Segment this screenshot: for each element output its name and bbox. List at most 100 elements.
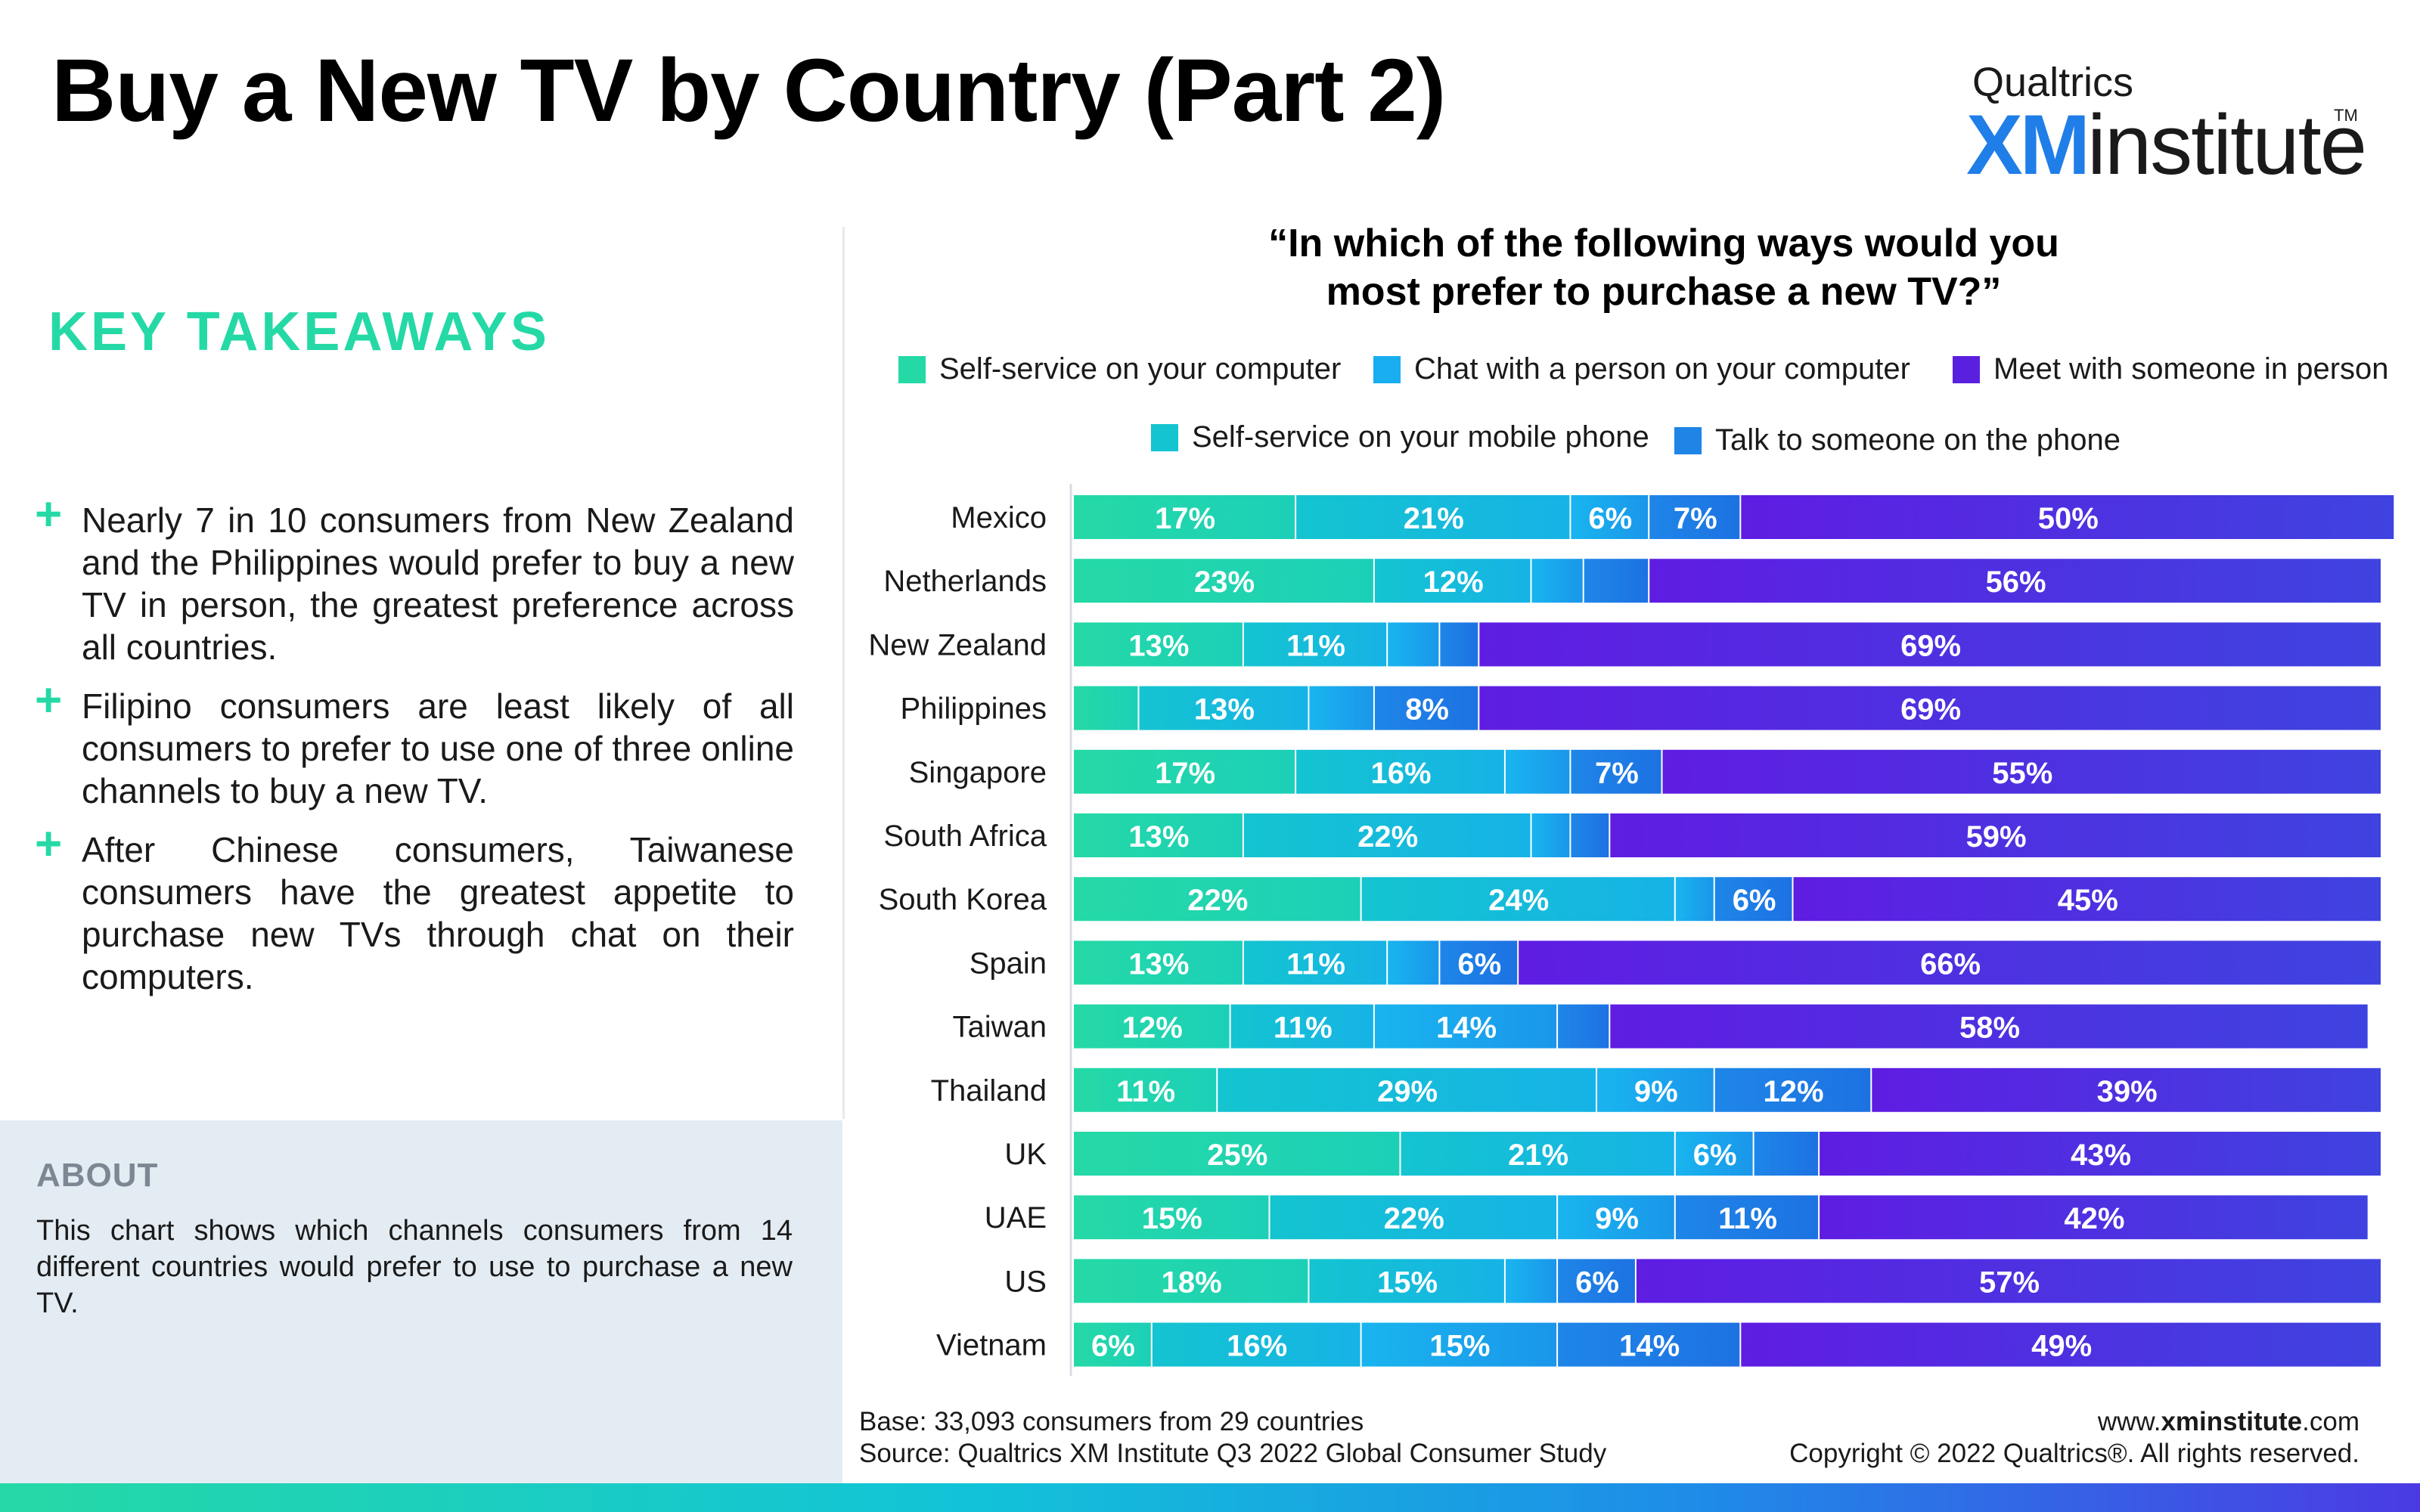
category-label: Taiwan — [952, 1011, 1047, 1044]
legend-swatch — [1953, 355, 1980, 383]
bar-segment — [1584, 559, 1649, 603]
data-label: 42% — [2064, 1202, 2124, 1235]
panel-divider — [842, 227, 845, 1119]
copyright-text: Copyright © 2022 Qualtrics®. All rights … — [1789, 1439, 2360, 1468]
legend-label: Chat with a person on your computer — [1414, 352, 1910, 386]
bar-segment — [1074, 559, 1373, 603]
website-link[interactable]: www.xminstitute.com — [1789, 1406, 2360, 1438]
legend-label: Self-service on your mobile phone — [1192, 420, 1649, 454]
bar-segment — [1388, 940, 1439, 985]
bar-segment — [1754, 1132, 1819, 1176]
legend-item-self-service-computer: Self-service on your computer — [898, 352, 1341, 386]
data-label: 15% — [1429, 1330, 1490, 1363]
bar-segment — [1820, 1195, 2368, 1240]
bar-segment — [1505, 749, 1570, 794]
data-label: 18% — [1162, 1266, 1222, 1299]
category-label: UK — [1004, 1138, 1047, 1171]
takeaway-text: Nearly 7 in 10 consumers from New Zealan… — [82, 500, 794, 667]
qualtrics-xm-institute-logo: Qualtrics XM institute TM — [1966, 59, 2367, 192]
data-label: 15% — [1377, 1266, 1438, 1299]
legend-swatch — [1674, 426, 1702, 454]
logo-xm-text: XM — [1966, 98, 2090, 192]
data-label: 6% — [1457, 947, 1501, 981]
bar-segment — [1074, 1322, 1151, 1367]
data-label: 29% — [1377, 1075, 1438, 1108]
bar-segment — [1139, 686, 1308, 730]
chart-title-line: most prefer to purchase a new TV?” — [1326, 270, 2002, 314]
category-label: US — [1004, 1265, 1047, 1298]
data-label: 39% — [2097, 1075, 2158, 1108]
takeaway-text: Filipino consumers are least likely of a… — [82, 686, 794, 810]
data-label: 16% — [1227, 1330, 1287, 1363]
data-label: 21% — [1404, 502, 1464, 535]
bar-segment — [1270, 1195, 1557, 1240]
data-label: 22% — [1384, 1202, 1444, 1235]
about-text: This chart shows which channels consumer… — [36, 1215, 793, 1319]
bar-segment — [1243, 940, 1387, 985]
legend-item-self-service-mobile: Self-service on your mobile phone — [1151, 420, 1649, 454]
legend-item-chat-computer: Chat with a person on your computer — [1373, 352, 1910, 386]
bar-segment — [1296, 495, 1570, 539]
bar-segment — [1636, 1259, 2381, 1303]
data-label: 6% — [1733, 884, 1776, 917]
data-label: 6% — [1588, 502, 1632, 535]
bar-segment — [1675, 877, 1714, 922]
bar-segment — [1074, 940, 1243, 985]
data-label: 13% — [1128, 820, 1189, 854]
bar-segment — [1074, 749, 1295, 794]
plus-icon: + — [35, 818, 63, 870]
takeaway-item: + Filipino consumers are least likely of… — [35, 677, 794, 812]
bar-segment — [1820, 1132, 2381, 1176]
key-takeaways-list: + Nearly 7 in 10 consumers from New Zeal… — [35, 491, 794, 1015]
bar-segment — [1558, 1004, 1609, 1049]
category-label: Philippines — [901, 692, 1047, 726]
data-label: 14% — [1619, 1330, 1680, 1363]
chart-title-line: “In which of the following ways would yo… — [1268, 222, 2059, 265]
bar-segment — [1662, 749, 2381, 794]
bar-segment — [1388, 622, 1439, 667]
bar-segment — [1519, 940, 2381, 985]
data-label: 11% — [1274, 1012, 1333, 1045]
bar-segment — [1793, 877, 2381, 922]
bar-segment — [1872, 1067, 2381, 1112]
category-label: New Zealand — [868, 628, 1047, 662]
bar-segment — [1597, 1067, 1714, 1112]
bar-segment — [1741, 1322, 2381, 1367]
takeaway-item: + After Chinese consumers, Taiwanese con… — [35, 821, 794, 998]
bar-segment — [1571, 749, 1661, 794]
category-label: Vietnam — [936, 1329, 1047, 1362]
logo-trademark: TM — [2334, 106, 2358, 125]
base-note: Base: 33,093 consumers from 29 countries — [859, 1407, 1364, 1436]
data-label: 9% — [1595, 1202, 1639, 1235]
bar-segment — [1714, 877, 1792, 922]
bar-segment — [1479, 622, 2381, 667]
bar-segment — [1649, 559, 2381, 603]
data-label: 13% — [1194, 693, 1255, 727]
data-label: 6% — [1575, 1266, 1619, 1299]
takeaway-item: + Nearly 7 in 10 consumers from New Zeal… — [35, 491, 794, 668]
category-label: Netherlands — [883, 565, 1047, 598]
takeaway-text: After Chinese consumers, Taiwanese consu… — [82, 830, 794, 996]
data-label: 12% — [1122, 1012, 1183, 1045]
bar-segment — [1074, 622, 1243, 667]
key-takeaways-heading: KEY TAKEAWAYS — [48, 302, 550, 362]
bar-segment — [1675, 1132, 1753, 1176]
bar-segment — [1074, 1004, 1230, 1049]
bar-segment — [1309, 686, 1373, 730]
category-label: Thailand — [931, 1074, 1047, 1108]
bar-segment — [1401, 1132, 1674, 1176]
data-label: 11% — [1116, 1075, 1175, 1108]
data-label: 13% — [1128, 947, 1189, 981]
about-panel: ABOUT This chart shows which channels co… — [0, 1120, 842, 1483]
legend-swatch — [898, 355, 926, 383]
data-label: 23% — [1194, 565, 1255, 599]
legend-label: Self-service on your computer — [939, 352, 1342, 386]
category-label: South Africa — [883, 820, 1047, 853]
bar-segment — [1649, 495, 1740, 539]
data-label: 11% — [1286, 947, 1345, 981]
bar-segment — [1361, 1322, 1557, 1367]
copyright-block: www.xminstitute.com Copyright © 2022 Qua… — [1789, 1406, 2360, 1470]
source-note: Source: Qualtrics XM Institute Q3 2022 G… — [859, 1439, 1607, 1468]
data-label: 22% — [1357, 820, 1418, 854]
data-label: 13% — [1128, 629, 1189, 662]
